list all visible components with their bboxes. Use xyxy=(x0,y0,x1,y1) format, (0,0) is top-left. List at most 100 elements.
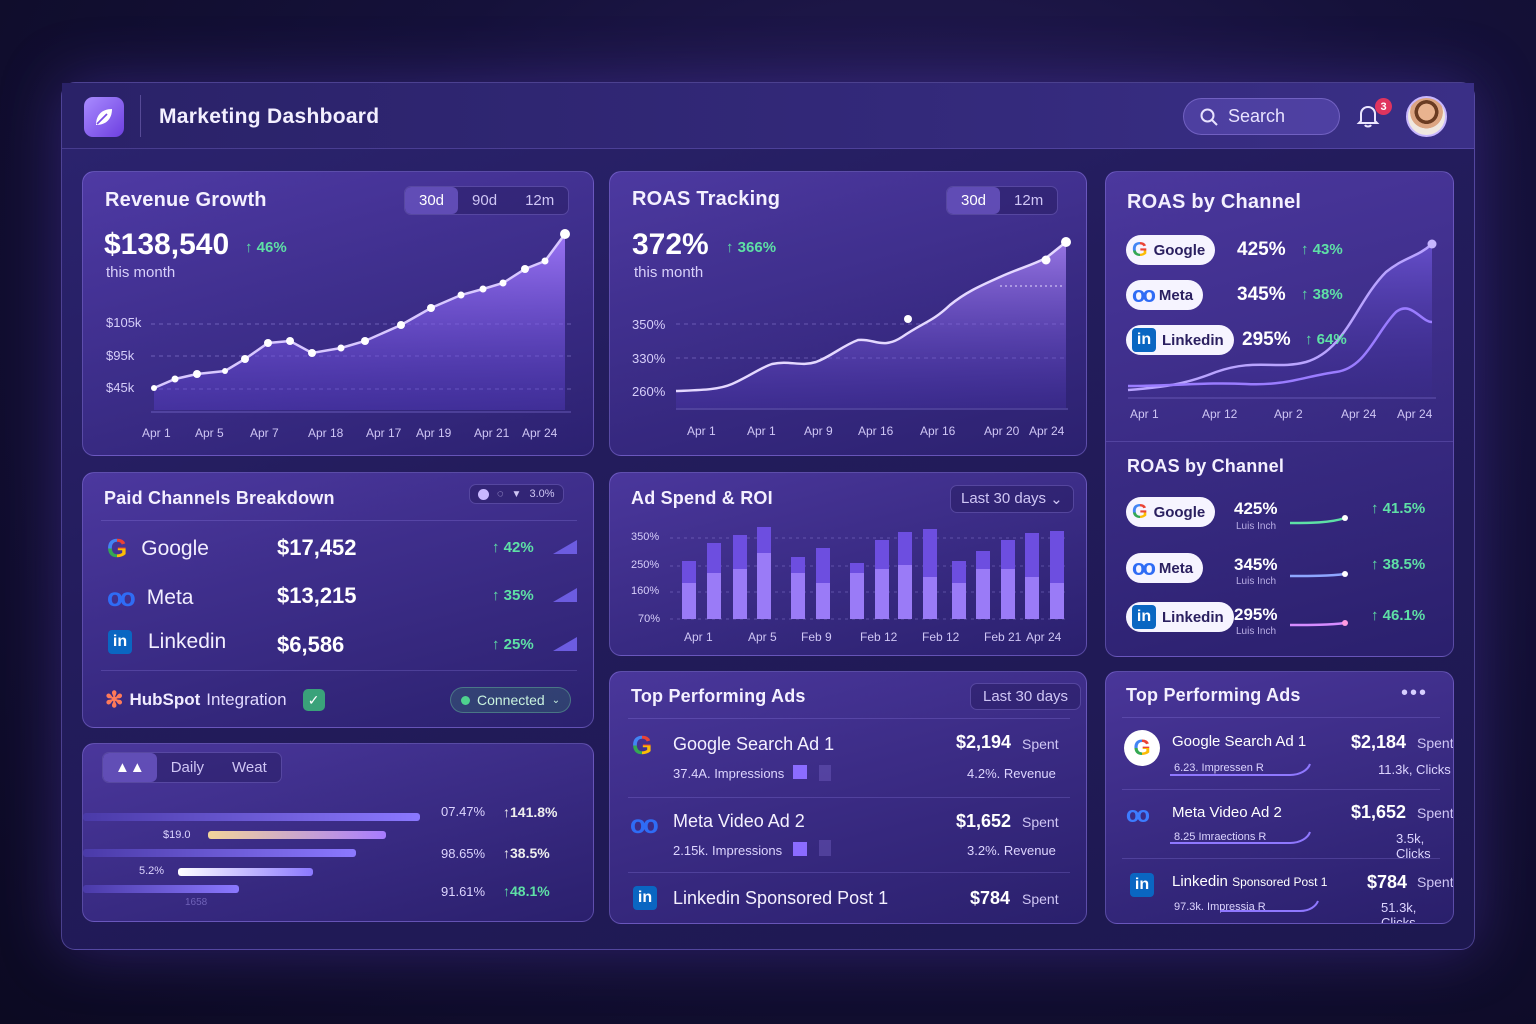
ad-impressions: 37.4A. Impressions xyxy=(673,766,785,781)
google-icon: G xyxy=(107,533,128,563)
channel-pill-linkedin[interactable]: in Linkedin xyxy=(1126,602,1234,632)
channel-name: Linkedin xyxy=(1162,331,1224,349)
meta-icon: oo xyxy=(630,809,659,839)
ad-name[interactable]: Linkedin Sponsored Post 1 xyxy=(1172,873,1327,890)
channel-delta-value: 41.5% xyxy=(1382,500,1426,517)
y-tick: 160% xyxy=(631,585,660,597)
google-icon: G xyxy=(1133,735,1151,760)
paid-title: Paid Channels Breakdown xyxy=(104,488,335,508)
google-icon: G xyxy=(632,730,653,760)
bar-label: $19.0 xyxy=(163,829,191,841)
ad-name[interactable]: Meta Video Ad 2 xyxy=(673,811,805,831)
hbar xyxy=(83,849,356,857)
paid-filter[interactable]: ◌ ▼ 3.0% xyxy=(469,484,564,504)
tab-daily[interactable]: Daily xyxy=(170,759,205,776)
channel-pill-meta[interactable]: oo Meta xyxy=(1126,553,1204,583)
roas-channel-subtitle: ROAS by Channel xyxy=(1127,456,1285,476)
ad-spent: $784 xyxy=(1367,872,1408,892)
search-icon xyxy=(1200,108,1218,126)
tab-weat[interactable]: Weat xyxy=(232,759,267,776)
adspend-range-dropdown[interactable]: Last 30 days ⌄ xyxy=(950,485,1074,513)
sparkline xyxy=(1289,620,1348,627)
check-icon[interactable]: ✓ xyxy=(302,689,325,711)
channel-delta-value: 25% xyxy=(503,636,534,653)
x-tick: Apr 21 xyxy=(474,426,510,440)
x-tick: Apr 5 xyxy=(195,426,224,440)
channel-spend: $17,452 xyxy=(277,535,357,560)
x-tick: Apr 16 xyxy=(920,424,956,438)
bar-percent: 07.47% xyxy=(441,804,486,819)
ad-impressions: 2.15k. Impressions xyxy=(673,843,783,858)
tab-chart-icon[interactable]: ▲▲ xyxy=(103,753,157,782)
top-ads-card: Top Performing Ads Last 30 days G Google… xyxy=(609,671,1087,924)
user-avatar[interactable] xyxy=(1406,96,1447,137)
x-tick: Apr 24 xyxy=(522,426,558,440)
ad-name-suffix: Sponsored Post 1 xyxy=(1232,875,1328,889)
ad-spent-label: Spent xyxy=(1022,814,1059,830)
roas-value: 372% xyxy=(632,228,709,261)
x-tick: Apr 1 xyxy=(684,630,713,644)
channel-name: Meta xyxy=(146,585,194,609)
integration-name: HubSpot xyxy=(129,690,201,709)
range-30d-button[interactable]: 30d xyxy=(947,187,1001,214)
roas-title: ROAS Tracking xyxy=(632,188,781,210)
more-options-icon[interactable]: ••• xyxy=(1401,682,1429,704)
channel-roas: 345% xyxy=(1234,555,1278,574)
bell-icon[interactable] xyxy=(1355,103,1381,129)
channel-pill-google[interactable]: G Google xyxy=(1126,235,1216,265)
top-ads-range[interactable]: Last 30 days xyxy=(970,683,1082,710)
y-tick: 250% xyxy=(631,559,660,571)
channel-name: Google xyxy=(141,536,209,560)
revenue-period: this month xyxy=(106,264,176,281)
ad-spent: $2,194 xyxy=(956,732,1012,752)
notification-badge: 3 xyxy=(1375,98,1392,115)
google-icon: G xyxy=(1132,238,1148,261)
channel-caption: Luis Inch xyxy=(1236,576,1277,587)
ad-name[interactable]: Linkedin Sponsored Post 1 xyxy=(673,888,889,908)
ad-name[interactable]: Google Search Ad 1 xyxy=(673,734,835,754)
roas-line-chart xyxy=(675,237,1071,410)
channel-name: Meta xyxy=(1158,286,1194,304)
channel-delta-value: 42% xyxy=(503,539,534,556)
hbar xyxy=(178,868,313,876)
range-12m-button[interactable]: 12m xyxy=(525,192,555,209)
channel-delta: ↑ 46.1% xyxy=(1371,607,1426,624)
ad-name[interactable]: Google Search Ad 1 xyxy=(1172,733,1307,750)
channel-name: Google xyxy=(1153,503,1206,521)
range-90d-button[interactable]: 90d xyxy=(472,192,498,209)
range-30d-button[interactable]: 30d xyxy=(405,187,459,214)
adspend-title: Ad Spend & ROI xyxy=(631,488,773,508)
channel-pill-meta[interactable]: oo Meta xyxy=(1126,280,1204,310)
ad-revenue: 3.2%. Revenue xyxy=(967,843,1056,858)
connection-status-dropdown[interactable]: Connected ⌄ xyxy=(450,687,572,713)
range-label: Last 30 days xyxy=(961,490,1047,507)
google-icon-badge: G xyxy=(1124,730,1160,766)
y-tick: 260% xyxy=(632,384,666,399)
y-tick: 350% xyxy=(632,317,666,332)
hbar xyxy=(83,885,239,893)
ad-name[interactable]: Meta Video Ad 2 xyxy=(1172,804,1282,821)
linkedin-icon: in xyxy=(633,886,657,910)
bar-percent: 98.65% xyxy=(441,846,486,861)
leaf-logo-icon[interactable] xyxy=(84,97,124,137)
ad-clicks: 11.3k, Clicks xyxy=(1378,762,1451,777)
bar-delta: ↑141.8% xyxy=(503,804,558,820)
revenue-growth-card: Revenue Growth 30d 90d 12m $138,540 ↑ 46… xyxy=(82,171,594,456)
top-ads-right-card: Top Performing Ads ••• G Google Search A… xyxy=(1105,671,1454,924)
hbar xyxy=(83,813,420,821)
range-12m-button[interactable]: 12m xyxy=(1014,192,1044,209)
x-tick: Apr 12 xyxy=(1202,407,1238,421)
search-input[interactable]: Search xyxy=(1183,98,1340,135)
hubspot-icon: ✻ xyxy=(105,687,124,712)
roas-tracking-card: ROAS Tracking 30d 12m 372% ↑ 366% this m… xyxy=(609,171,1087,456)
search-placeholder: Search xyxy=(1228,106,1286,126)
channel-delta: ↑ 35% xyxy=(492,587,534,604)
bar-delta-value: 38.5% xyxy=(510,845,550,861)
status-dot-icon xyxy=(461,695,470,705)
channel-pill-linkedin[interactable]: in Linkedin xyxy=(1126,325,1234,355)
x-tick: Apr 18 xyxy=(308,426,344,440)
divider xyxy=(628,718,1070,719)
mini-bars-icon xyxy=(553,637,577,651)
channel-pill-google[interactable]: G Google xyxy=(1126,497,1216,527)
y-tick: 330% xyxy=(632,351,666,366)
